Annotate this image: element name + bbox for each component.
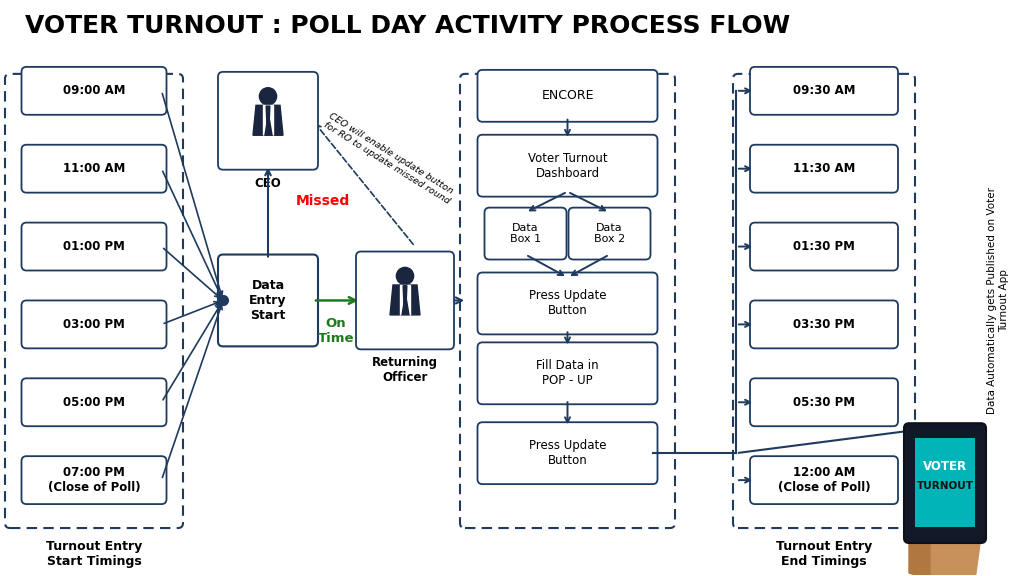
FancyBboxPatch shape [22,67,167,115]
FancyBboxPatch shape [477,70,657,122]
Polygon shape [403,286,407,312]
Text: On
Time: On Time [317,317,354,346]
Text: 09:30 AM: 09:30 AM [793,84,855,97]
Text: 01:30 PM: 01:30 PM [793,240,855,253]
Polygon shape [390,285,420,315]
Text: Turnout Entry
End Timings: Turnout Entry End Timings [776,540,872,568]
Circle shape [259,88,276,105]
Polygon shape [909,536,981,576]
Text: Data Automatically gets Published on Voter
Turnout App: Data Automatically gets Published on Vot… [987,187,1009,414]
FancyBboxPatch shape [568,207,650,260]
FancyBboxPatch shape [750,378,898,426]
Text: Data
Box 1: Data Box 1 [510,223,541,244]
FancyBboxPatch shape [477,135,657,196]
Text: Voter Turnout
Dashboard: Voter Turnout Dashboard [527,151,607,180]
FancyBboxPatch shape [218,72,318,170]
FancyBboxPatch shape [22,222,167,271]
FancyBboxPatch shape [22,145,167,192]
Text: 05:00 PM: 05:00 PM [63,396,125,409]
FancyBboxPatch shape [750,301,898,348]
FancyBboxPatch shape [750,222,898,271]
Polygon shape [399,285,406,315]
Polygon shape [268,105,273,135]
FancyBboxPatch shape [904,423,986,543]
FancyBboxPatch shape [22,378,167,426]
Text: Turnout Entry
Start Timings: Turnout Entry Start Timings [46,540,142,568]
Text: 05:30 PM: 05:30 PM [793,396,855,409]
FancyBboxPatch shape [750,145,898,192]
Circle shape [396,267,414,285]
Text: 09:00 AM: 09:00 AM [62,84,125,97]
Text: Fill Data in
POP - UP: Fill Data in POP - UP [537,359,599,387]
FancyBboxPatch shape [750,67,898,115]
Text: 03:00 PM: 03:00 PM [63,318,125,331]
Text: 01:00 PM: 01:00 PM [63,240,125,253]
Text: Data
Box 2: Data Box 2 [594,223,625,244]
FancyBboxPatch shape [477,422,657,484]
Text: Press Update
Button: Press Update Button [528,290,606,317]
FancyBboxPatch shape [484,207,566,260]
FancyBboxPatch shape [477,272,657,335]
Text: Returning
Officer: Returning Officer [372,357,438,384]
Text: 11:00 AM: 11:00 AM [62,162,125,175]
Text: TURNOUT: TURNOUT [916,481,974,491]
Polygon shape [263,105,268,135]
Polygon shape [909,536,930,576]
FancyBboxPatch shape [477,342,657,404]
Text: 07:00 PM
(Close of Poll): 07:00 PM (Close of Poll) [48,466,140,494]
FancyBboxPatch shape [914,438,976,526]
Text: VOTER TURNOUT : POLL DAY ACTIVITY PROCESS FLOW: VOTER TURNOUT : POLL DAY ACTIVITY PROCES… [25,14,791,38]
Text: 12:00 AM
(Close of Poll): 12:00 AM (Close of Poll) [777,466,870,494]
Polygon shape [266,106,270,132]
Text: Missed: Missed [296,194,350,207]
Text: VOTER: VOTER [923,460,967,473]
FancyBboxPatch shape [356,252,454,350]
FancyBboxPatch shape [22,301,167,348]
Text: Data
Entry
Start: Data Entry Start [249,279,287,322]
Polygon shape [406,285,411,315]
Text: 03:30 PM: 03:30 PM [793,318,855,331]
Text: ENCORE: ENCORE [542,89,594,103]
FancyBboxPatch shape [22,456,167,504]
Text: CEO: CEO [255,177,282,190]
Text: 11:30 AM: 11:30 AM [793,162,855,175]
Text: CEO will enable update button
for RO to update missed round: CEO will enable update button for RO to … [322,112,457,206]
FancyBboxPatch shape [750,456,898,504]
Text: Press Update
Button: Press Update Button [528,439,606,467]
FancyBboxPatch shape [218,255,318,346]
Polygon shape [253,105,283,135]
